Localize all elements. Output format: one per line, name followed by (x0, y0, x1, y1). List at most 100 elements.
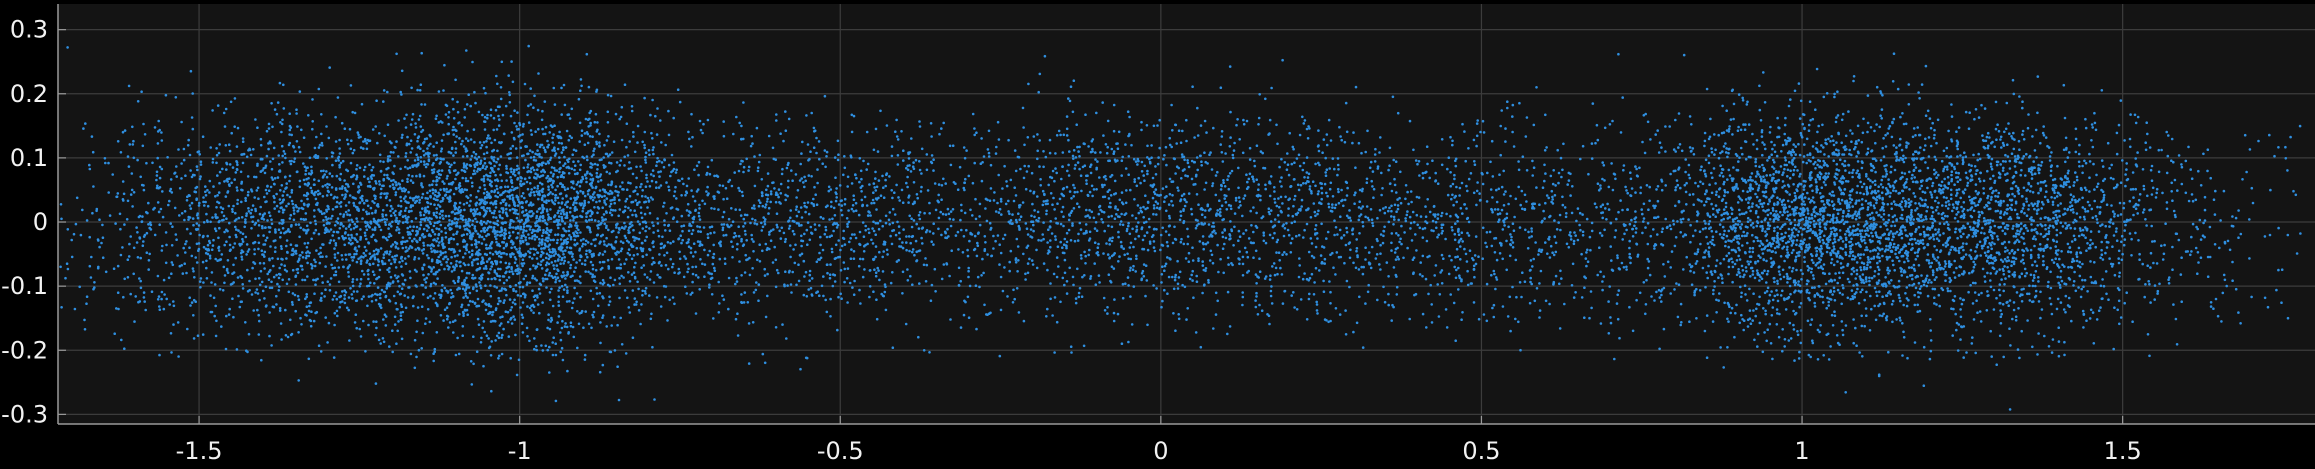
data-point (300, 207, 303, 210)
data-point (882, 186, 885, 189)
data-point (433, 273, 436, 276)
data-point (594, 187, 597, 190)
data-point (607, 284, 610, 287)
data-point (573, 336, 576, 339)
data-point (244, 197, 247, 200)
data-point (232, 264, 235, 267)
data-point (572, 160, 575, 163)
data-point (507, 186, 510, 189)
data-point (784, 194, 787, 197)
data-point (351, 242, 354, 245)
data-point (572, 203, 575, 206)
data-point (799, 163, 802, 166)
data-point (232, 316, 235, 319)
data-point (485, 265, 488, 268)
data-point (706, 186, 709, 189)
data-point (312, 279, 315, 282)
data-point (264, 172, 267, 175)
data-point (437, 256, 440, 259)
data-point (768, 233, 771, 236)
data-point (421, 268, 424, 271)
data-point (548, 346, 551, 349)
data-point (931, 154, 934, 157)
data-point (949, 218, 952, 221)
data-point (89, 265, 92, 268)
data-point (290, 224, 293, 227)
data-point (138, 277, 141, 280)
data-point (538, 193, 541, 196)
data-point (359, 238, 362, 241)
data-point (550, 184, 553, 187)
data-point (240, 171, 243, 174)
data-point (579, 296, 582, 299)
data-point (136, 231, 139, 234)
data-point (596, 121, 599, 124)
data-point (391, 256, 394, 259)
data-point (598, 207, 601, 210)
data-point (139, 300, 142, 303)
data-point (290, 243, 293, 246)
data-point (388, 299, 391, 302)
data-point (790, 291, 793, 294)
data-point (336, 298, 339, 301)
data-point (377, 258, 380, 261)
data-point (194, 187, 197, 190)
data-point (426, 254, 429, 257)
data-point (466, 296, 469, 299)
data-point (576, 183, 579, 186)
data-point (140, 90, 143, 93)
data-point (315, 249, 318, 252)
data-point (571, 255, 574, 258)
data-point (427, 257, 430, 260)
data-point (253, 248, 256, 251)
data-point (433, 168, 436, 171)
data-point (318, 88, 321, 91)
data-point (420, 224, 423, 227)
data-point (366, 305, 369, 308)
data-point (582, 238, 585, 241)
data-point (475, 196, 478, 199)
data-point (1054, 238, 1057, 241)
data-point (427, 296, 430, 299)
data-point (364, 166, 367, 169)
data-point (228, 308, 231, 311)
data-point (305, 169, 308, 172)
data-point (292, 145, 295, 148)
data-point (223, 180, 226, 183)
data-point (539, 292, 542, 295)
data-point (292, 292, 295, 295)
data-point (576, 227, 579, 230)
data-point (442, 217, 445, 220)
data-point (456, 101, 459, 104)
data-point (346, 190, 349, 193)
data-point (662, 246, 665, 249)
data-point (445, 194, 448, 197)
data-point (84, 122, 87, 125)
data-point (318, 146, 321, 149)
data-point (765, 243, 768, 246)
data-point (534, 277, 537, 280)
data-point (367, 224, 370, 227)
data-point (524, 145, 527, 148)
data-point (314, 147, 317, 150)
data-point (514, 204, 517, 207)
data-point (374, 293, 377, 296)
data-point (340, 295, 343, 298)
data-point (202, 261, 205, 264)
data-point (398, 213, 401, 216)
data-point (299, 317, 302, 320)
data-point (537, 198, 540, 201)
data-point (241, 189, 244, 192)
data-point (245, 212, 248, 215)
data-point (515, 125, 518, 128)
data-point (239, 306, 242, 309)
data-point (522, 154, 525, 157)
data-point (345, 183, 348, 186)
data-point (284, 309, 287, 312)
data-point (268, 127, 271, 130)
data-point (406, 178, 409, 181)
data-point (404, 257, 407, 260)
data-point (363, 169, 366, 172)
data-point (480, 262, 483, 265)
data-point (905, 235, 908, 238)
